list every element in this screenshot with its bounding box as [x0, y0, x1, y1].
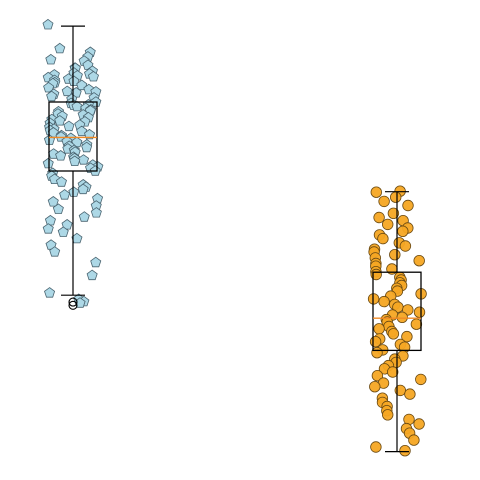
data-point	[390, 191, 402, 203]
data-point	[87, 70, 99, 82]
data-point	[410, 318, 423, 330]
data-point	[69, 155, 81, 167]
data-point	[402, 199, 414, 212]
data-point	[387, 328, 400, 340]
data-point	[378, 195, 390, 208]
data-point	[373, 323, 385, 335]
data-point	[44, 214, 56, 226]
data-point	[55, 176, 67, 187]
outlier-point	[68, 297, 78, 307]
data-point	[63, 120, 75, 132]
data-point	[61, 85, 73, 97]
data-point	[413, 418, 425, 430]
data-point	[382, 218, 394, 231]
data-point	[45, 53, 57, 65]
data-point	[387, 366, 399, 378]
data-point	[77, 183, 89, 195]
data-point	[84, 128, 96, 140]
data-point	[387, 207, 400, 220]
box-group-0	[42, 18, 104, 310]
data-point	[59, 189, 71, 200]
data-point	[404, 388, 416, 400]
data-point	[382, 409, 394, 421]
data-point	[399, 240, 412, 252]
data-point	[370, 441, 382, 453]
data-point	[55, 150, 67, 161]
data-point	[396, 311, 408, 324]
data-point	[57, 226, 69, 237]
data-point	[52, 203, 64, 214]
data-point	[399, 445, 411, 457]
data-point	[54, 115, 66, 126]
box-iqr	[48, 101, 98, 172]
data-point	[78, 154, 90, 165]
data-point	[408, 434, 420, 446]
data-point	[54, 42, 66, 54]
data-point	[371, 370, 384, 382]
data-point	[389, 248, 401, 261]
data-point	[76, 125, 88, 137]
data-point	[413, 255, 425, 267]
data-point	[68, 186, 80, 197]
data-point	[415, 373, 427, 386]
data-point	[47, 196, 59, 207]
data-point	[378, 295, 390, 308]
data-point	[370, 186, 383, 198]
data-point	[42, 157, 54, 169]
outlier-point	[68, 300, 78, 310]
data-point	[42, 18, 54, 30]
data-point	[78, 211, 90, 222]
data-point	[71, 100, 83, 112]
data-point	[369, 381, 381, 393]
data-point	[68, 75, 80, 86]
data-point	[81, 141, 93, 153]
data-point	[397, 225, 409, 238]
data-point	[61, 219, 73, 230]
data-point	[377, 232, 389, 245]
data-point	[44, 287, 56, 298]
data-point	[49, 246, 61, 257]
data-point	[90, 207, 102, 218]
data-point	[90, 256, 102, 268]
box-group-1	[367, 185, 427, 457]
data-point	[46, 90, 58, 102]
data-point	[42, 223, 54, 234]
data-point	[401, 330, 413, 343]
data-point	[373, 211, 385, 224]
data-point	[43, 81, 55, 93]
data-point	[413, 306, 426, 318]
plot-area	[42, 18, 427, 457]
box-iqr	[372, 271, 422, 352]
data-point	[86, 269, 98, 281]
